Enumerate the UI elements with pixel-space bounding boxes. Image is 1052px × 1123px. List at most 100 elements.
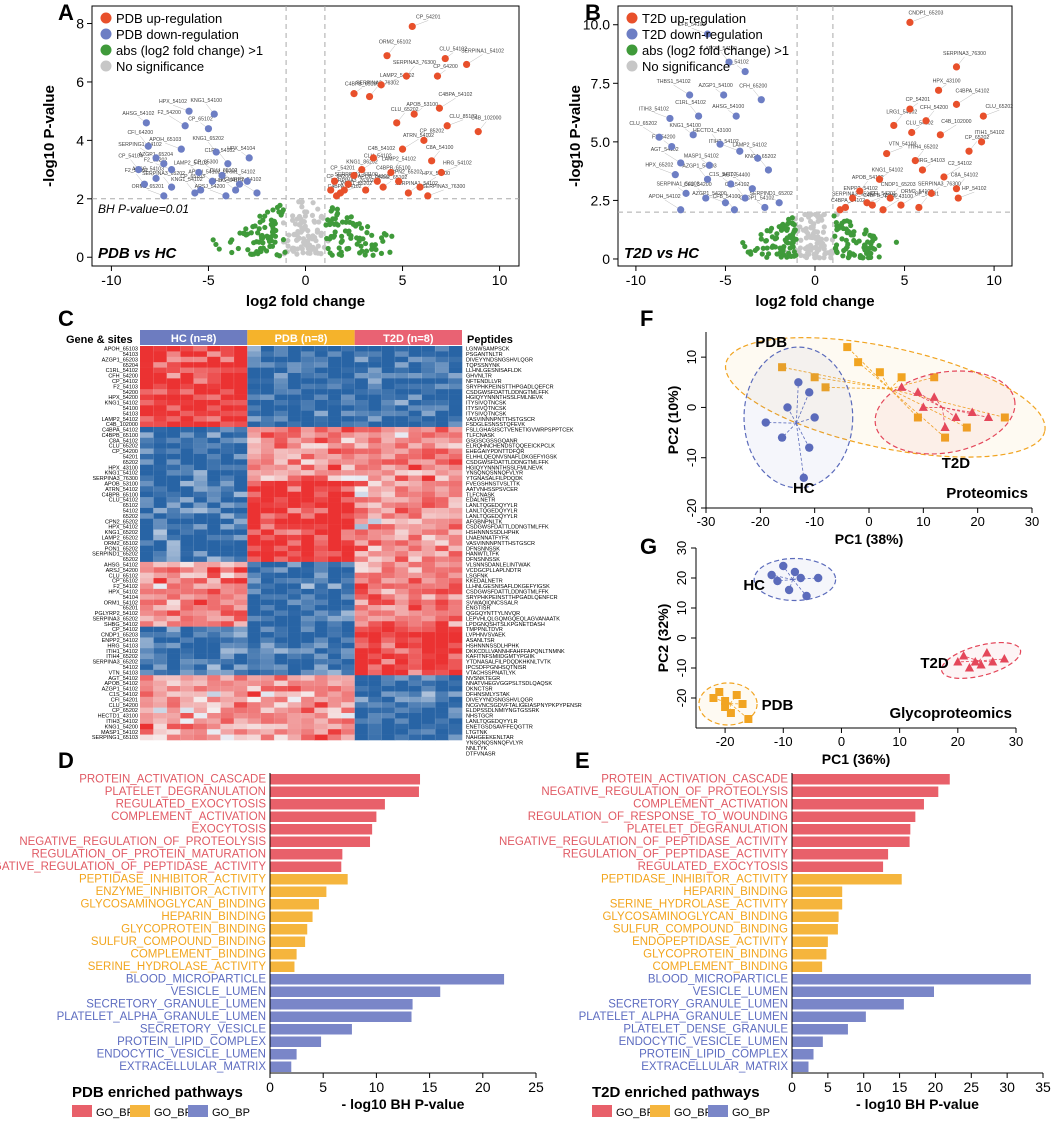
heatmap-cell bbox=[408, 723, 423, 730]
heatmap-cell bbox=[381, 480, 396, 487]
heatmap-cell bbox=[233, 583, 248, 590]
heatmap-cell bbox=[207, 621, 221, 627]
heatmap-cell bbox=[354, 507, 369, 514]
heatmap-cell bbox=[220, 632, 235, 638]
heatmap-cell bbox=[274, 561, 288, 568]
heatmap-cell bbox=[274, 567, 288, 573]
heatmap-cell bbox=[327, 426, 342, 433]
heatmap-cell bbox=[274, 610, 288, 617]
heatmap-cell bbox=[421, 664, 436, 671]
heatmap-cell bbox=[394, 534, 409, 541]
volcano-pdb-ylabel: -log10 P-value bbox=[41, 85, 58, 187]
heatmap-cell bbox=[140, 410, 154, 417]
heatmap-cell bbox=[193, 664, 208, 671]
heatmap-cell bbox=[448, 491, 463, 498]
heatmap-cell bbox=[435, 470, 449, 476]
t2d-enrichment-bar bbox=[792, 961, 823, 972]
pca-glycoproteomics-spoke bbox=[792, 577, 819, 580]
volcano-t2d-fc-point bbox=[840, 253, 846, 259]
heatmap-cell bbox=[153, 561, 168, 568]
heatmap-row-label: HPX_54102 bbox=[108, 589, 138, 595]
heatmap-cell bbox=[220, 459, 235, 466]
volcano-pdb-fc-point bbox=[336, 245, 342, 251]
volcano-t2d-point-label: CLU_65202 bbox=[985, 104, 1013, 110]
heatmap-cell bbox=[287, 588, 302, 595]
heatmap-cell bbox=[193, 459, 208, 466]
volcano-t2d-xtick-label: 10 bbox=[986, 272, 1002, 288]
heatmap-peptide-label: GHVNLTR bbox=[466, 374, 492, 380]
heatmap-cell bbox=[368, 588, 382, 595]
pdb-enrichment-category-label: COMPLEMENT_BINDING bbox=[131, 948, 267, 960]
heatmap-row-label: C1S_54102 bbox=[109, 692, 138, 698]
heatmap-cell bbox=[448, 432, 463, 439]
heatmap-cell bbox=[220, 594, 235, 600]
heatmap-cell bbox=[247, 632, 262, 638]
heatmap-cell bbox=[220, 578, 235, 584]
heatmap-cell bbox=[274, 615, 288, 622]
heatmap-cell bbox=[448, 648, 463, 654]
heatmap-cell bbox=[301, 507, 315, 514]
heatmap-cell bbox=[274, 410, 288, 417]
heatmap-cell bbox=[247, 669, 262, 676]
heatmap-cell bbox=[301, 599, 315, 606]
heatmap-cell bbox=[260, 383, 275, 390]
heatmap-cell bbox=[421, 561, 436, 568]
heatmap-cell bbox=[274, 702, 288, 708]
volcano-t2d-down-point bbox=[677, 206, 685, 214]
volcano-t2d-point-label: HP_54102 bbox=[962, 186, 987, 192]
heatmap-cell bbox=[381, 583, 396, 590]
heatmap-cell bbox=[301, 567, 315, 573]
volcano-t2d-fc-point bbox=[864, 246, 870, 252]
heatmap-cell bbox=[381, 632, 396, 638]
heatmap-cell bbox=[448, 453, 463, 460]
heatmap-cell bbox=[207, 545, 221, 552]
heatmap-cell bbox=[408, 443, 423, 449]
pca-proteomics-spoke bbox=[825, 386, 890, 390]
heatmap-cell bbox=[180, 723, 194, 730]
heatmap-cell bbox=[274, 691, 288, 698]
heatmap-cell bbox=[435, 691, 449, 698]
heatmap-cell bbox=[381, 680, 396, 687]
heatmap-cell bbox=[354, 356, 369, 363]
heatmap-cell bbox=[394, 626, 409, 633]
heatmap-cell bbox=[233, 513, 248, 520]
heatmap-cell bbox=[421, 713, 436, 719]
heatmap-row-label: C4BPB_65100 bbox=[102, 433, 138, 439]
volcano-t2d-down-point bbox=[671, 171, 679, 179]
pca-proteomics-title: Proteomics bbox=[946, 485, 1028, 502]
heatmap-cell bbox=[435, 443, 449, 449]
heatmap-cell bbox=[354, 680, 369, 687]
volcano-t2d-ns-point bbox=[821, 224, 827, 230]
heatmap-cell bbox=[354, 686, 369, 692]
volcano-t2d-fc-point bbox=[863, 228, 869, 235]
heatmap-cell bbox=[354, 416, 369, 422]
heatmap-cell bbox=[180, 588, 194, 595]
volcano-pdb-fc-point bbox=[264, 233, 270, 239]
heatmap-cell bbox=[421, 642, 436, 649]
heatmap-peptide-label: LLHNLGESNISAFLDK bbox=[466, 368, 522, 374]
heatmap-cell bbox=[166, 464, 181, 471]
heatmap-cell bbox=[274, 534, 288, 541]
heatmap-cell bbox=[233, 470, 248, 476]
volcano-pdb-down-point bbox=[243, 177, 251, 185]
heatmap-group-label: T2D (n=8) bbox=[383, 333, 434, 345]
volcano-t2d-down-point bbox=[686, 91, 694, 99]
heatmap-cell bbox=[247, 653, 262, 660]
heatmap-cell bbox=[166, 356, 181, 363]
heatmap-cell bbox=[327, 416, 342, 422]
pdb-enrichment-bar bbox=[270, 986, 441, 997]
heatmap-cell bbox=[368, 351, 382, 358]
volcano-pdb-up-point bbox=[383, 52, 391, 60]
heatmap-cell bbox=[153, 621, 168, 627]
heatmap-cell bbox=[368, 605, 382, 611]
heatmap-cell bbox=[247, 567, 262, 573]
heatmap-cell bbox=[207, 524, 221, 530]
pdb-enrichment-bar bbox=[270, 936, 306, 947]
heatmap-cell bbox=[421, 621, 436, 627]
heatmap-cell bbox=[314, 686, 329, 692]
heatmap-cell bbox=[180, 675, 194, 681]
heatmap-cell bbox=[394, 394, 409, 401]
heatmap-cell bbox=[448, 513, 463, 520]
heatmap-cell bbox=[233, 410, 248, 417]
